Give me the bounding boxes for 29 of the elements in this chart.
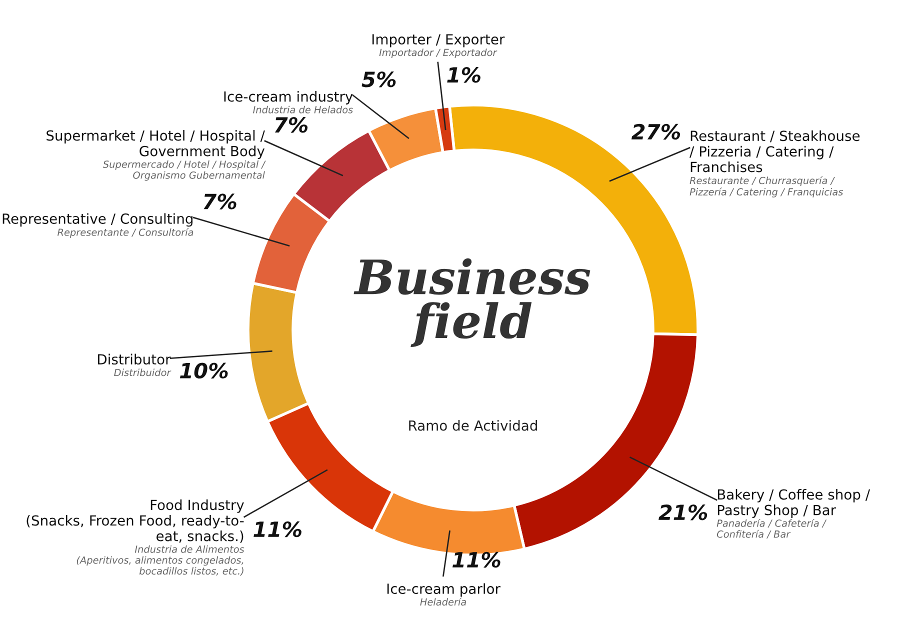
slice-label: Distributor	[98, 354, 171, 365]
text: Industria de Alimentos (Aperitivos, alimentos congelados, bocadillos listos, etc.)	[76, 545, 244, 576]
data-label: 11%	[254, 521, 302, 538]
slice-label: Food Industry (Snacks, Frozen Food, ready-to- eat, snacks.)	[26, 499, 244, 543]
text: Ramo de Actividad	[409, 420, 537, 431]
data-label: 11%	[452, 552, 500, 568]
text: Restaurante / Churrasquería / Pizzería / Catering / Franquicias	[690, 176, 844, 198]
data-label: 27%	[631, 124, 680, 140]
slice-label: Bakery / Coffee shop / Pastry Shop / Bar	[718, 488, 870, 518]
slice-label: Representative / Consulting	[2, 213, 192, 227]
text: Representante / Consultoría	[58, 228, 194, 238]
text: Distribuidor	[114, 368, 172, 376]
text: Importador / Exportador	[379, 48, 498, 58]
data-label: 21%	[658, 504, 708, 520]
data-label: 7%	[274, 117, 308, 133]
slice-label: Supermarket / Hotel / Hospital / Government Body	[46, 130, 265, 160]
text: Supermercado / Hotel / Hospital / Organismo Gubernamental	[102, 160, 266, 181]
slice-label: Importer / Exporter	[372, 34, 505, 48]
data-label: 10%	[180, 362, 228, 379]
data-label: 1%	[447, 67, 480, 83]
slice-label: Restaurant / Steakhouse / Pizzeria / Catering / Franchises	[690, 130, 860, 172]
slice-label: Ice-cream industry	[224, 91, 353, 104]
text: Heladería	[420, 598, 466, 606]
slice-label: Ice-cream parlor	[387, 583, 500, 597]
data-label: 7%	[204, 194, 236, 210]
text: Industria de Helados	[253, 106, 353, 114]
text: Panadería / Cafetería / Confitería / Bar	[716, 518, 827, 539]
data-label: 5%	[362, 71, 396, 88]
text: Business field	[354, 258, 590, 347]
